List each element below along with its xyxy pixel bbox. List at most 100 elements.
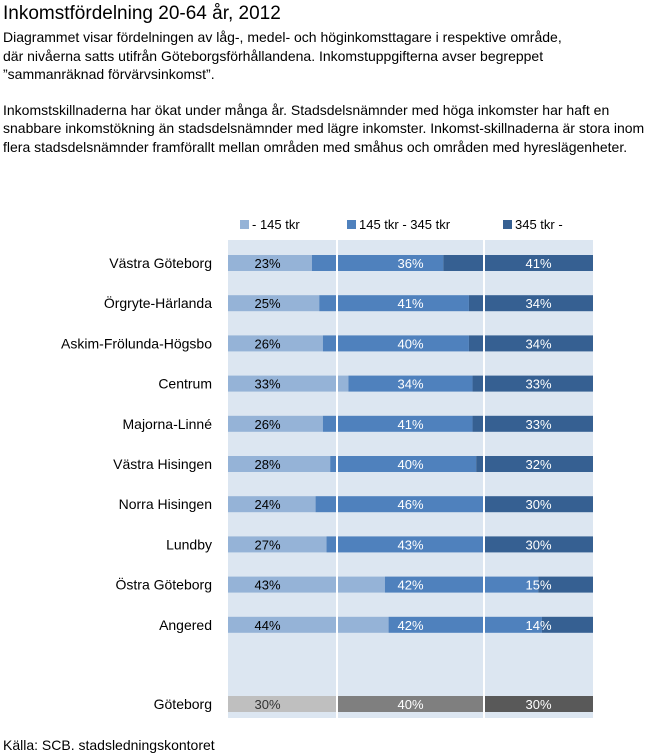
category-label: Östra Göteborg: [116, 576, 213, 593]
page-title: Inkomstfördelning 20-64 år, 2012: [3, 3, 281, 24]
bar-segment: [315, 496, 484, 513]
category-label: Västra Göteborg: [109, 255, 212, 271]
bar-segment: [228, 295, 320, 312]
value-label: 34%: [525, 296, 551, 311]
bar-segment: [228, 335, 323, 352]
value-label: 42%: [397, 578, 423, 593]
bar-segment: [483, 696, 593, 712]
description: Diagrammet visar fördelningen av låg-, m…: [3, 28, 653, 173]
bar-segment: [348, 375, 473, 392]
value-label: 44%: [254, 618, 280, 633]
bar-segment: [228, 375, 349, 392]
value-label: 25%: [254, 296, 280, 311]
bar-segment: [322, 335, 469, 352]
bar-gap: [483, 495, 485, 514]
value-label: 33%: [525, 417, 551, 432]
bar-gap: [336, 495, 338, 514]
source-note: Källa: SCB. stadsledningskontoret: [3, 737, 215, 753]
bar-gap: [483, 294, 485, 313]
value-label: 24%: [254, 497, 280, 512]
value-label: 40%: [397, 457, 423, 472]
bar-segment: [483, 496, 593, 513]
value-label: 26%: [254, 417, 280, 432]
value-label: 33%: [254, 377, 280, 392]
bar-segment: [228, 496, 316, 513]
bar-gap: [483, 254, 485, 272]
bar-gap: [483, 695, 485, 713]
bar-segment: [337, 696, 484, 712]
bar-gap: [336, 374, 338, 393]
category-label: Norra Hisingen: [119, 496, 212, 512]
bar-gap: [336, 414, 338, 433]
category-label: Majorna-Linné: [123, 416, 213, 432]
bar-row: Norra Hisingen 24% 46% 30%: [119, 495, 593, 514]
bar-segment: [472, 375, 593, 392]
value-label: 30%: [254, 697, 280, 712]
bar-gap: [483, 575, 485, 594]
total-row: Göteborg 30% 40% 30%: [154, 695, 593, 713]
value-label: 41%: [397, 296, 423, 311]
description-paragraph-1: Diagrammet visar fördelningen av låg-, m…: [3, 29, 562, 82]
bar-segment: [472, 415, 593, 432]
bar-segment: [228, 536, 327, 553]
bar-segment: [538, 576, 593, 593]
bar-segment: [468, 335, 593, 352]
divider-line: [336, 240, 338, 718]
bar-gap: [336, 334, 338, 353]
chart-legend: - 145 tkr 145 tkr - 345 tkr 345 tkr -: [240, 217, 563, 232]
value-label: 43%: [254, 578, 280, 593]
legend-label: 345 tkr -: [515, 217, 563, 232]
bar-row: Örgryte-Härlanda 25% 41% 34%: [104, 294, 593, 313]
bar-segment: [541, 616, 593, 633]
category-label: Angered: [159, 617, 212, 633]
bar-row: Lundby 27% 43% 30%: [166, 535, 593, 554]
bar-gap: [483, 414, 485, 433]
value-label: 43%: [397, 537, 423, 552]
bar-gap: [483, 334, 485, 353]
bar-row: Angered 44% 42% 14%: [159, 615, 593, 634]
bar-gap: [483, 615, 485, 634]
category-label: Örgryte-Härlanda: [104, 294, 212, 311]
value-label: 46%: [397, 497, 423, 512]
value-label: 32%: [525, 457, 551, 472]
bar-segment: [483, 536, 593, 553]
bar-segment: [330, 456, 477, 472]
bar-gap: [483, 374, 485, 393]
category-label: Västra Hisingen: [113, 456, 212, 472]
value-label: 41%: [397, 417, 423, 432]
legend-label: 145 tkr - 345 tkr: [359, 217, 451, 232]
bar-segment: [388, 616, 542, 633]
bar-segment: [228, 616, 389, 633]
value-label: 41%: [525, 256, 551, 271]
bar-segment: [443, 255, 593, 271]
bar-gap: [336, 575, 338, 594]
value-label: 27%: [254, 537, 280, 552]
value-label: 33%: [525, 377, 551, 392]
value-label: 23%: [254, 256, 280, 271]
category-label: Centrum: [158, 376, 212, 392]
plot-area: Västra Göteborg 23% 36% 41%Örgryte-Härlanda…: [61, 240, 593, 718]
legend-swatch: [503, 220, 512, 229]
bar-segment: [228, 415, 323, 432]
category-label: Lundby: [166, 536, 212, 552]
value-label: 34%: [525, 336, 551, 351]
bar-gap: [483, 535, 485, 554]
value-label: 36%: [397, 256, 423, 271]
value-label: 26%: [254, 336, 280, 351]
bar-segment: [468, 295, 593, 312]
value-label: 14%: [525, 618, 551, 633]
bar-row: Västra Göteborg 23% 36% 41%: [109, 254, 593, 272]
bar-gap: [336, 615, 338, 634]
bar-segment: [228, 456, 331, 472]
legend-swatch: [347, 220, 356, 229]
bar-segment: [311, 255, 444, 271]
value-label: 40%: [397, 697, 423, 712]
bar-row: Centrum 33% 34% 33%: [158, 374, 593, 393]
bar-segment: [228, 576, 385, 593]
bar-segment: [326, 536, 484, 553]
bar-gap: [336, 455, 338, 473]
category-label: Askim-Frölunda-Högsbo: [61, 335, 212, 351]
bar-segment: [319, 295, 469, 312]
value-label: 30%: [525, 697, 551, 712]
